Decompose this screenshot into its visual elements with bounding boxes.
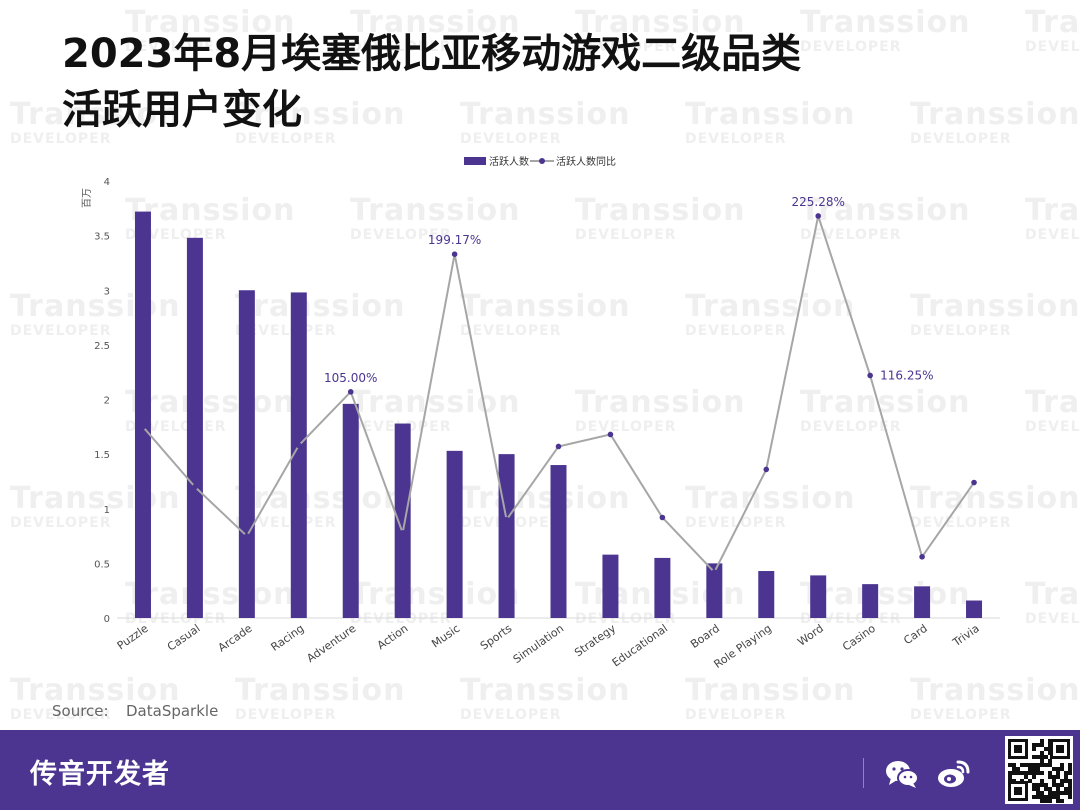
bar-racing <box>290 292 307 618</box>
line-point <box>607 431 614 438</box>
x-tick-label: Trivia <box>950 622 982 650</box>
x-tick-label: Strategy <box>572 622 618 660</box>
brand-name: 传音开发者 <box>30 759 170 790</box>
bar-sports <box>498 454 515 618</box>
x-tick-label: Action <box>375 622 411 652</box>
bar-educational <box>654 557 671 618</box>
x-tick-label: Music <box>429 622 462 651</box>
y-tick-label: 0.5 <box>94 559 110 570</box>
data-label: 225.28% <box>792 195 845 209</box>
line-point <box>140 424 146 430</box>
line-point <box>399 529 406 536</box>
legend-bar-swatch <box>464 157 486 165</box>
bar-board <box>706 563 723 618</box>
source-label: Source: <box>52 702 109 720</box>
line-point <box>659 514 666 521</box>
line-point <box>763 466 770 473</box>
line-point <box>244 533 250 539</box>
y-tick-label: 2.5 <box>94 341 110 352</box>
footer-bar: 传音开发者 <box>0 730 1080 810</box>
wechat-icon[interactable] <box>884 756 920 792</box>
bar-strategy <box>602 554 619 618</box>
x-tick-label: Role Playing <box>712 622 774 671</box>
bar-arcade <box>238 290 255 618</box>
data-label: 116.25% <box>880 368 933 382</box>
legend-line-label: 活跃人数同比 <box>556 155 616 168</box>
x-tick-label: Simulation <box>511 622 566 666</box>
x-tick-label: Casual <box>165 622 203 654</box>
source-note: Source: DataSparkle <box>52 702 218 720</box>
x-tick-label: Board <box>688 622 722 651</box>
source-value: DataSparkle <box>126 702 219 720</box>
chart-title: 2023年8月埃塞俄比亚移动游戏二级品类 活跃用户变化 <box>62 26 982 138</box>
y-tick-label: 1.5 <box>94 450 110 461</box>
line-point <box>555 443 562 450</box>
legend-line-marker <box>539 158 545 164</box>
x-tick-label: Racing <box>269 622 307 654</box>
x-tick-label: Casino <box>840 622 878 654</box>
bar-puzzle <box>134 211 151 618</box>
line-point <box>815 213 822 219</box>
line-point <box>867 372 873 379</box>
x-tick-label: Sports <box>478 622 515 653</box>
bar-action <box>394 423 411 618</box>
x-tick-label: Educational <box>610 622 670 670</box>
data-label: 199.17% <box>428 233 481 247</box>
bar-simulation <box>550 465 567 618</box>
bar-adventure <box>342 403 359 618</box>
title-line-2: 活跃用户变化 <box>62 87 302 133</box>
x-tick-label: Arcade <box>216 622 255 655</box>
y-tick-label: 3 <box>104 286 110 297</box>
x-tick-label: Word <box>795 622 826 649</box>
x-tick-label: Card <box>901 622 930 647</box>
y-unit-label: 百万 <box>81 188 93 208</box>
x-tick-label: Adventure <box>304 622 358 665</box>
line-point <box>192 484 198 490</box>
y-tick-label: 4 <box>104 177 110 188</box>
bar-card <box>914 586 931 618</box>
qr-code <box>1005 736 1073 804</box>
y-tick-label: 3.5 <box>94 232 110 243</box>
line-point <box>347 389 354 395</box>
chart-svg: 0 0.5 1 1.5 2 2.5 3 3.5 4 百万 活跃人数 活跃人数同比 105.00% 199.… <box>81 155 1000 671</box>
line-point <box>295 442 302 449</box>
bar-music <box>446 450 463 618</box>
bar-role-playing <box>758 571 775 618</box>
x-tick-label: Puzzle <box>115 622 151 653</box>
data-label: 105.00% <box>324 371 377 385</box>
weibo-icon[interactable] <box>936 756 972 792</box>
y-tick-label: 2 <box>104 396 110 407</box>
legend-bar-label: 活跃人数 <box>489 155 529 168</box>
line-point <box>503 516 510 523</box>
footer-divider <box>863 758 864 788</box>
line-point <box>971 479 977 486</box>
line-point <box>451 251 458 257</box>
bar-casino <box>862 584 879 618</box>
title-line-1: 2023年8月埃塞俄比亚移动游戏二级品类 <box>62 31 802 77</box>
bar-casual <box>186 237 203 618</box>
line-point <box>919 554 925 560</box>
bar-word <box>810 575 827 618</box>
y-tick-label: 0 <box>104 614 110 625</box>
line-point <box>711 569 718 575</box>
bar-trivia <box>966 600 983 618</box>
y-tick-label: 1 <box>104 505 110 516</box>
